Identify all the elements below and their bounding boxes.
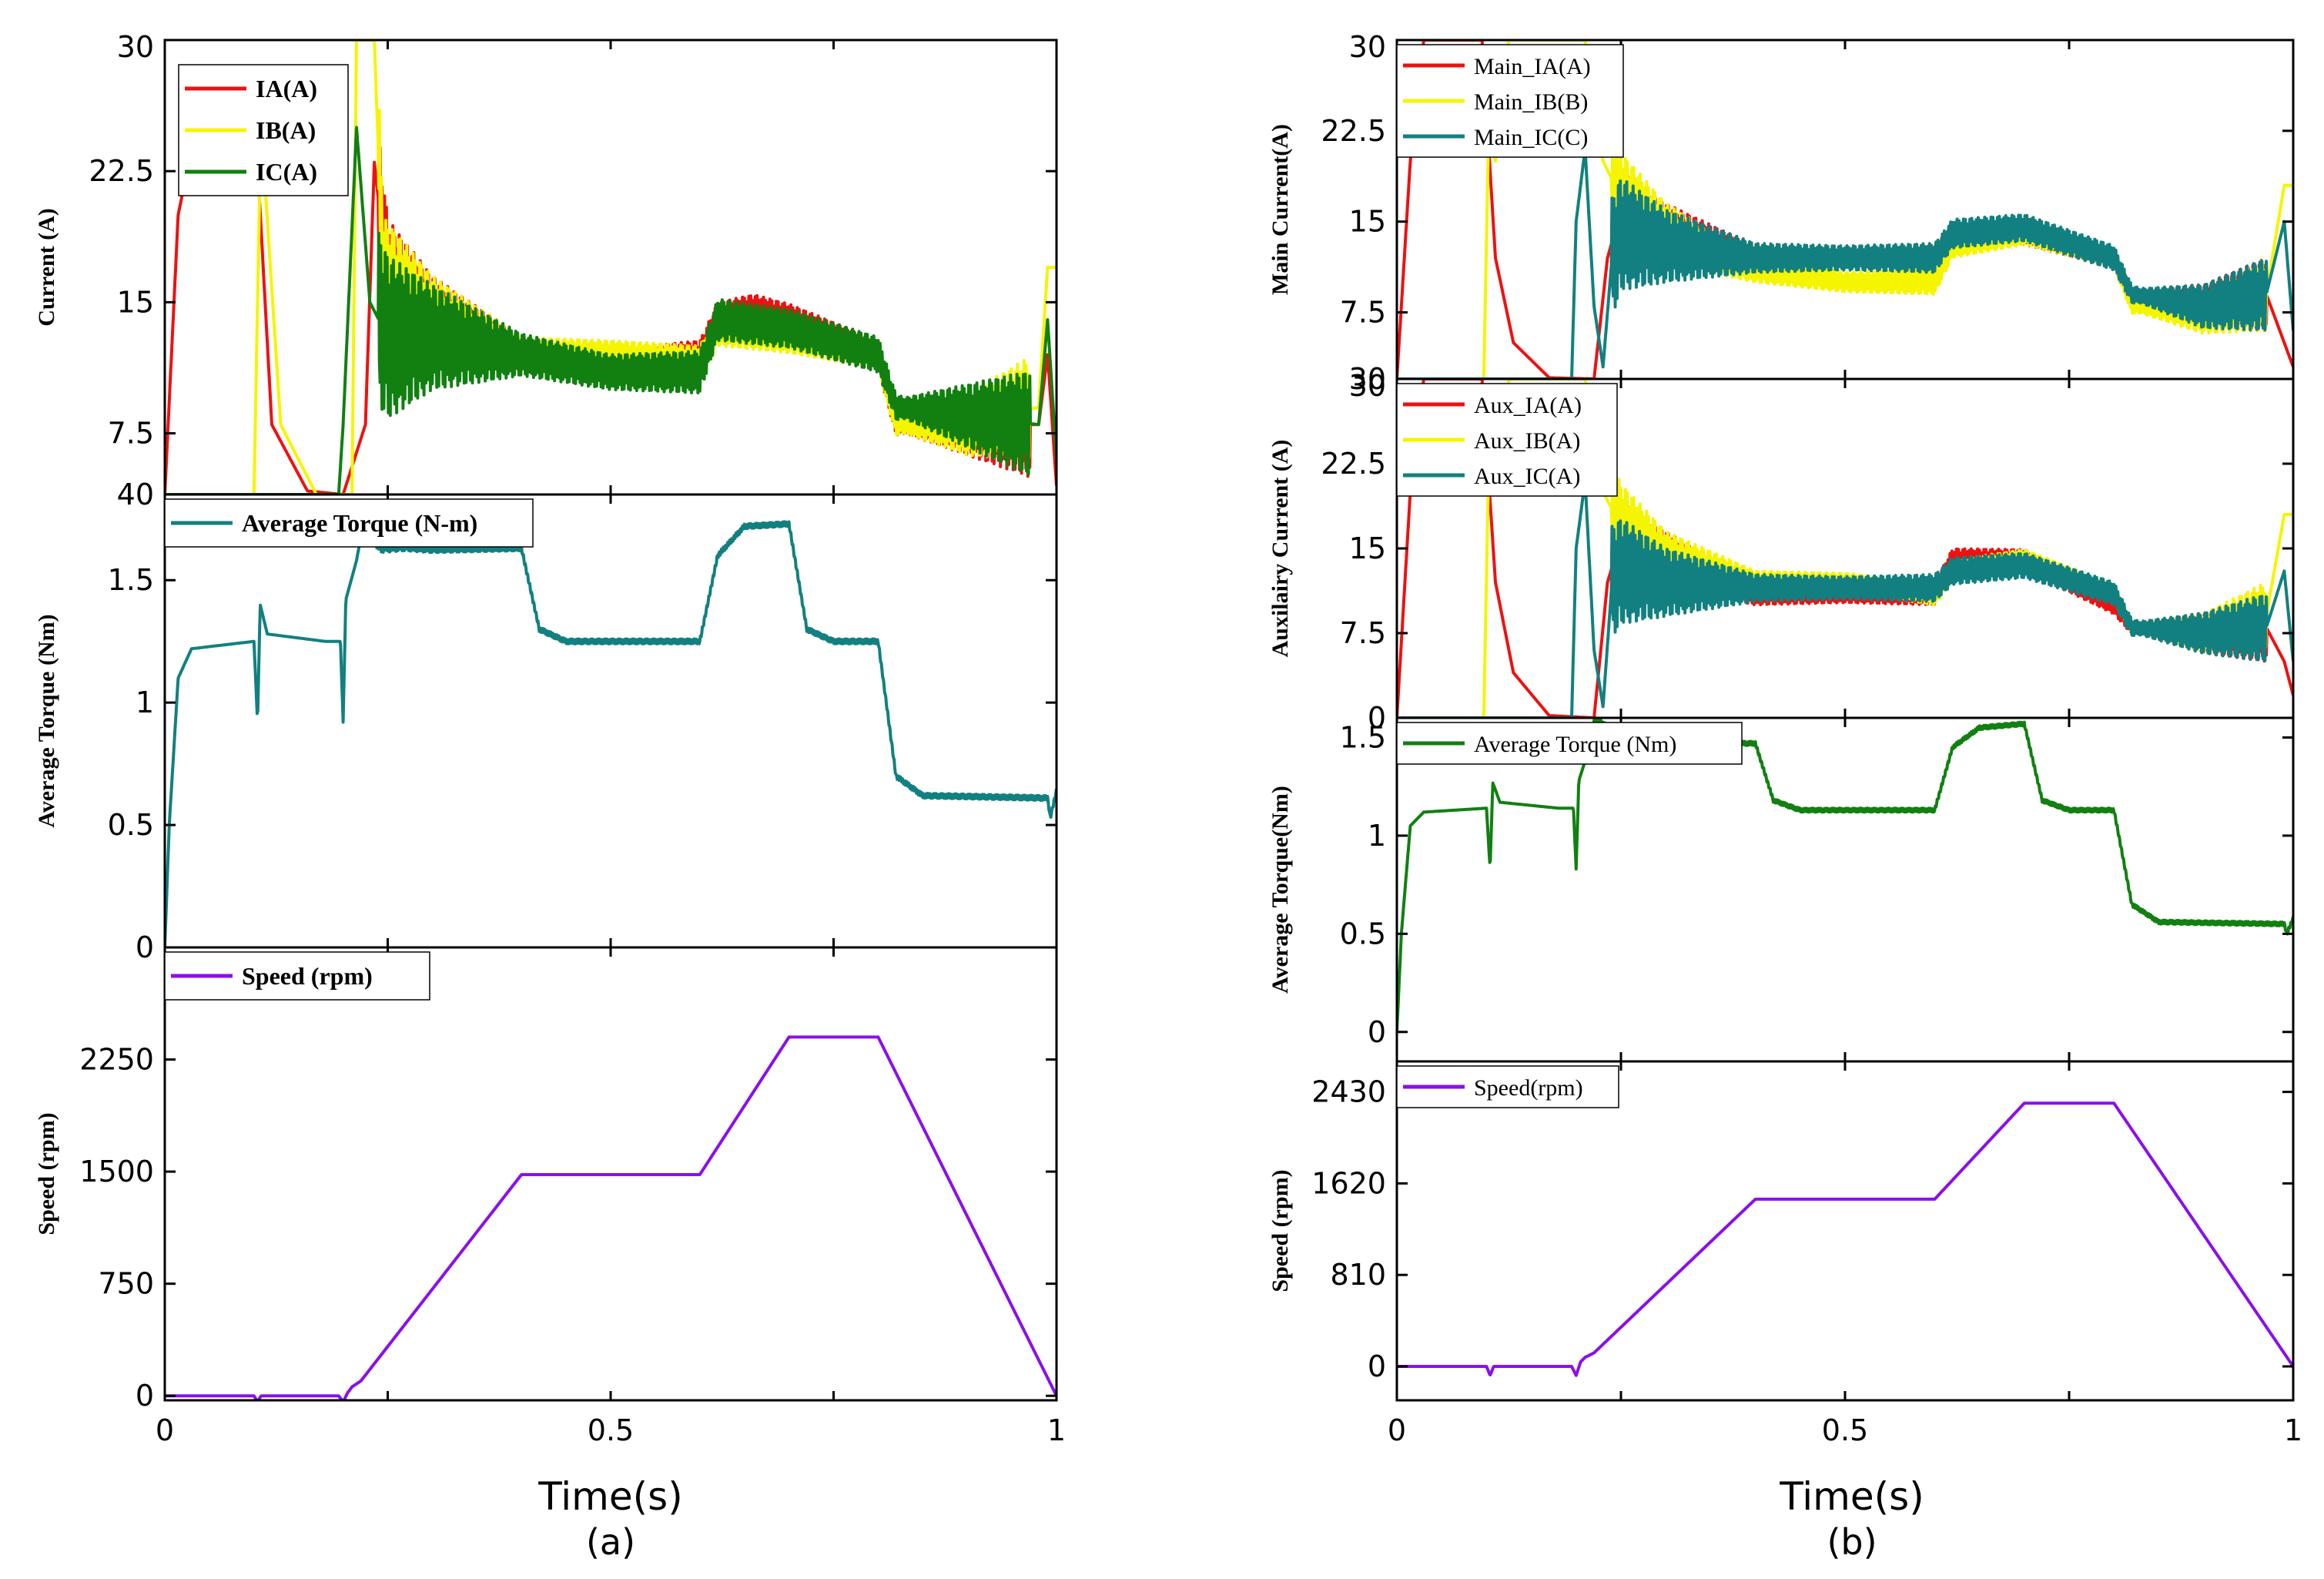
series-line-b-torque-0: [1397, 718, 2293, 1032]
panel-b-aux: 0 7.5 15 22.5 30 Auxilairy Current (A) Aux_IA(…: [1267, 369, 2295, 735]
legend-label-b-main-0: Main_IA(A): [1474, 54, 1591, 79]
series-line-a-current-1: [165, 40, 1057, 494]
legend-label-a-current-0: IA(A): [256, 75, 317, 102]
y-tick-label-b-torque-0: 0: [1368, 1015, 1386, 1049]
y-tick-label-b-speed-3: 2430: [1311, 1075, 1386, 1109]
y-axis-label-a-torque: Average Torque (Nm): [34, 614, 59, 827]
y-tick-label-b-main-0: 30: [1349, 362, 1386, 396]
y-tick-label-b-main-2: 15: [1349, 205, 1386, 239]
y-tick-label-b-main-1: 7.5: [1340, 296, 1386, 330]
y-tick-label-a-speed-0: 0: [136, 1379, 154, 1413]
legend-label-a-speed-0: Speed (rpm): [242, 962, 373, 990]
y-tick-label-a-current-2: 15: [117, 285, 154, 319]
x-tick-label-a-speed-2: 1: [1047, 1413, 1066, 1447]
series-line-a-torque-0: [165, 498, 1057, 947]
y-tick-label-b-torque-2: 1: [1368, 819, 1386, 853]
y-tick-label-a-torque-3: 1.5: [108, 563, 154, 597]
legend-b-torque: Average Torque (Nm): [1396, 722, 1743, 765]
y-axis-label-b-main: Main Current(A): [1267, 124, 1293, 295]
y-tick-label-b-speed-1: 810: [1330, 1258, 1386, 1292]
legend-label-a-current-1: IB(A): [256, 116, 316, 144]
x-tick-label-b-speed-2: 1: [2284, 1413, 2302, 1447]
y-tick-label-a-current-4: 30: [117, 30, 154, 64]
plot-frame-a-torque: [163, 493, 1058, 949]
legend-label-b-main-2: Main_IC(C): [1474, 125, 1588, 150]
y-axis-label-b-speed: Speed (rpm): [1267, 1169, 1293, 1292]
plot-frame-b-speed: [1395, 1060, 2295, 1402]
y-tick-label-a-torque-1: 0.5: [108, 808, 154, 842]
y-tick-label-b-torque-3: 1.5: [1340, 720, 1386, 754]
y-tick-label-a-torque-2: 1: [136, 686, 154, 719]
x-tick-label-b-speed-1: 0.5: [1822, 1413, 1868, 1447]
legend-label-a-current-2: IC(A): [256, 158, 317, 186]
y-tick-label-b-aux-1: 7.5: [1340, 616, 1386, 650]
x-axis-label-b: Time(s): [1779, 1474, 1924, 1519]
y-tick-label-b-main-3: 22.5: [1321, 114, 1386, 148]
series-line-b-main-1: [1397, 40, 2293, 379]
y-tick-label-b-aux-3: 22.5: [1321, 447, 1386, 481]
series-line-b-speed-0: [1397, 1101, 2293, 1377]
y-tick-label-b-torque-1: 0.5: [1340, 917, 1386, 950]
y-tick-label-a-speed-2: 1500: [79, 1155, 154, 1188]
x-tick-label-a-speed-1: 0.5: [588, 1413, 634, 1447]
x-axis-label-a: Time(s): [537, 1474, 682, 1519]
y-axis-label-a-speed: Speed (rpm): [34, 1112, 59, 1235]
legend-a-current: IA(A) IB(A) IC(A): [178, 64, 349, 196]
legend-label-b-main-1: Main_IB(B): [1474, 89, 1588, 115]
panel-a-speed: 0 750 1500 2250 0 0.5 1 Speed (rpm) Speed (rpm): [34, 946, 1066, 1447]
caption-b: (b): [1827, 1521, 1877, 1563]
series-line-a-current-2: [165, 126, 1057, 494]
series-line-a-speed-0: [165, 1035, 1057, 1400]
y-tick-label-b-aux-2: 15: [1349, 531, 1386, 565]
caption-a: (a): [586, 1521, 635, 1563]
x-tick-label-b-speed-0: 0: [1388, 1413, 1406, 1447]
y-tick-label-a-current-0: 40: [117, 478, 154, 511]
plot-frame-b-torque: [1395, 716, 2295, 1063]
legend-b-aux: Aux_IA(A) Aux_IB(A) Aux_IC(A): [1396, 383, 1618, 497]
y-tick-label-a-current-1: 7.5: [108, 417, 154, 451]
y-axis-label-a-current: Current (A): [34, 208, 59, 327]
y-tick-label-a-current-3: 22.5: [89, 154, 154, 188]
series-line-b-aux-2: [1397, 479, 2293, 718]
legend-a-speed: Speed (rpm): [164, 951, 430, 1001]
y-tick-label-b-speed-2: 1620: [1311, 1166, 1386, 1200]
x-tick-label-a-speed-0: 0: [156, 1413, 174, 1447]
series-line-b-main-2: [1397, 147, 2293, 379]
y-tick-label-a-speed-3: 2250: [79, 1043, 154, 1077]
panel-b-speed: 0 810 1620 2430 0 0.5 1 Speed (rpm) Speed(rpm): [1267, 1060, 2302, 1447]
panel-a-current: 40 7.5 15 22.5 30 Current (A) IA(A) IB(A) IC(A): [34, 30, 1058, 511]
y-axis-label-b-torque: Average Torque(Nm): [1267, 786, 1293, 994]
legend-label-b-speed-0: Speed(rpm): [1474, 1075, 1583, 1101]
panel-a-torque: 0 0.5 1 1.5 Average Torque (Nm) Average Torqu…: [34, 493, 1058, 964]
y-tick-label-b-aux-4: 30: [1349, 369, 1386, 403]
legend-a-torque: Average Torque (N-m): [164, 498, 534, 548]
y-tick-label-a-torque-0: 0: [136, 930, 154, 964]
legend-b-main: Main_IA(A) Main_IB(B) Main_IC(C): [1396, 44, 1624, 158]
legend-label-b-aux-2: Aux_IC(A): [1474, 464, 1580, 489]
legend-label-a-torque-0: Average Torque (N-m): [242, 509, 477, 537]
y-tick-label-b-aux-0: 0: [1368, 701, 1386, 735]
y-axis-label-b-aux: Auxilairy Current (A): [1267, 440, 1293, 658]
y-tick-label-b-main-4: 30: [1349, 30, 1386, 64]
panel-b-torque: 0 0.5 1 1.5 Average Torque(Nm) Average Torque…: [1267, 716, 2295, 1063]
y-tick-label-b-speed-0: 0: [1368, 1349, 1386, 1383]
legend-label-b-aux-0: Aux_IA(A): [1474, 393, 1582, 418]
legend-label-b-torque-0: Average Torque (Nm): [1474, 732, 1676, 757]
legend-label-b-aux-1: Aux_IB(A): [1474, 428, 1580, 454]
y-tick-label-a-speed-1: 750: [98, 1267, 154, 1301]
legend-b-speed: Speed(rpm): [1396, 1065, 1619, 1108]
